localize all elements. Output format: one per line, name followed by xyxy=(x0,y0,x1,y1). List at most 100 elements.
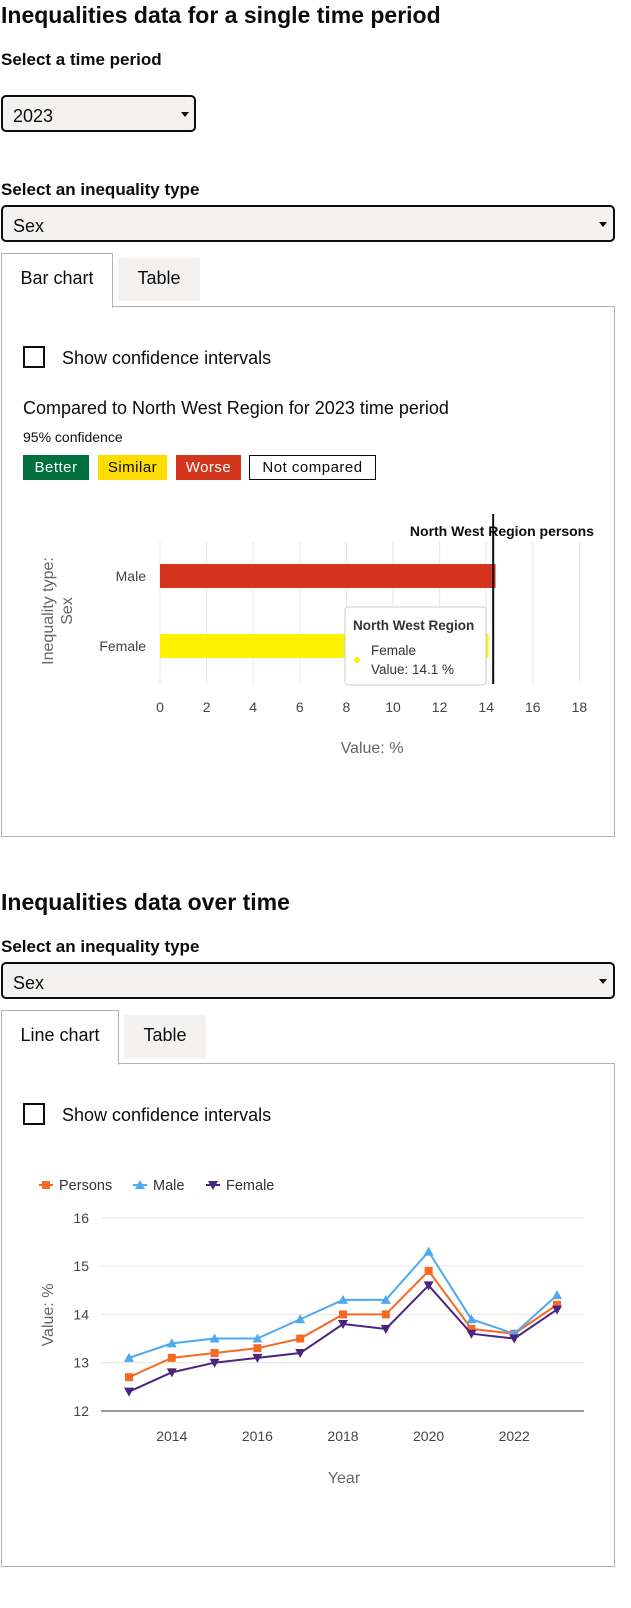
tab-line-chart-label: Line chart xyxy=(20,1025,100,1045)
data-point xyxy=(253,1344,262,1353)
legend-item-male: Male xyxy=(133,1178,184,1194)
inequality-type-value: Sex xyxy=(13,216,45,236)
data-point xyxy=(339,1310,347,1319)
x-tick-label: 16 xyxy=(525,699,541,715)
line-chart: 12 13 14 15 16 2014 2016 2018 2020 2022 Year Value:… xyxy=(39,1178,584,1487)
data-point xyxy=(295,1314,306,1324)
data-point xyxy=(338,1320,348,1330)
y-category-label: Female xyxy=(99,638,146,654)
tab-bar-chart[interactable]: Bar chart xyxy=(1,253,113,308)
legend-label: Persons xyxy=(59,1178,112,1194)
data-point xyxy=(466,1314,477,1324)
legend-label: Male xyxy=(153,1178,184,1194)
data-point xyxy=(553,1300,561,1309)
x-tick-label: 2018 xyxy=(327,1428,358,1444)
data-point xyxy=(509,1334,520,1344)
x-tick-label: 2 xyxy=(203,699,211,715)
data-point xyxy=(252,1353,263,1363)
ci-checkbox-label-2: Show confidence intervals xyxy=(62,1105,272,1125)
y-tick-label: 12 xyxy=(73,1403,89,1419)
tab-line-chart[interactable]: Line chart xyxy=(1,1010,119,1065)
y-axis-title: Inequality type: Sex xyxy=(40,557,76,665)
legend-label: Female xyxy=(226,1178,274,1194)
bar-male xyxy=(160,564,496,588)
data-point xyxy=(209,1333,220,1343)
x-axis-title: Year xyxy=(328,1470,361,1487)
inequality-type-value-2: Sex xyxy=(13,973,45,993)
tooltip-value: Value: 14.1 % xyxy=(371,662,454,677)
y-tick-label: 15 xyxy=(73,1258,89,1274)
x-tick-label: 4 xyxy=(249,699,257,715)
data-point xyxy=(467,1324,476,1333)
data-point xyxy=(423,1281,434,1291)
inequality-type-select[interactable]: Sex xyxy=(1,205,615,242)
legend-item-persons: Persons xyxy=(39,1178,112,1194)
x-tick-label: 12 xyxy=(432,699,448,715)
data-point xyxy=(124,1352,134,1362)
x-tick-label: 14 xyxy=(478,699,494,715)
data-point xyxy=(338,1294,348,1304)
data-point xyxy=(124,1387,134,1397)
data-point xyxy=(466,1329,477,1339)
x-tick-label: 8 xyxy=(343,699,351,715)
y-tick-label: 13 xyxy=(73,1355,89,1371)
tooltip-marker xyxy=(354,657,360,663)
data-point xyxy=(380,1324,391,1334)
time-period-label: Select a time period xyxy=(1,50,162,69)
chevron-down-icon xyxy=(599,222,607,227)
benchmark-label: North West Region persons xyxy=(410,523,594,539)
data-point xyxy=(552,1305,562,1315)
time-period-select[interactable]: 2023 xyxy=(1,95,196,132)
x-axis-title: Value: % xyxy=(341,740,404,757)
x-tick-label: 6 xyxy=(296,699,304,715)
series-male xyxy=(124,1246,562,1362)
tab-table[interactable]: Table xyxy=(118,258,200,301)
data-point xyxy=(552,1290,562,1300)
tab-table-2[interactable]: Table xyxy=(124,1015,206,1058)
inequality-type-label-2: Select an inequality type xyxy=(1,937,200,956)
y-category-label: Male xyxy=(116,568,147,584)
x-tick-label: 2014 xyxy=(156,1428,187,1444)
tooltip-box xyxy=(344,606,487,686)
series-line xyxy=(128,1249,558,1359)
legend-marker xyxy=(135,1180,145,1189)
x-tick-label: 18 xyxy=(572,699,588,715)
data-point xyxy=(166,1368,177,1378)
data-point xyxy=(380,1294,391,1304)
series-female xyxy=(124,1281,562,1397)
legend-item-female: Female xyxy=(206,1178,274,1194)
tab-table-label: Table xyxy=(137,268,181,288)
legend-worse-badge: Worse xyxy=(176,455,241,480)
data-point xyxy=(424,1266,433,1275)
x-tick-label: 10 xyxy=(385,699,401,715)
data-point xyxy=(296,1334,305,1343)
tooltip: North West Region Female Value: 14.1 % xyxy=(344,606,487,686)
y-tick-label: 14 xyxy=(73,1306,89,1322)
tab-bar-chart-label: Bar chart xyxy=(20,268,94,288)
ci-checkbox[interactable] xyxy=(23,346,45,368)
x-tick-label: 0 xyxy=(156,699,164,715)
section1-heading: Inequalities data for a single time peri… xyxy=(1,2,441,28)
legend-marker xyxy=(208,1181,218,1190)
time-period-value: 2023 xyxy=(13,106,54,126)
confidence-level: 95% confidence xyxy=(23,429,123,445)
data-point xyxy=(209,1358,220,1368)
y-tick-label: 16 xyxy=(73,1210,89,1226)
data-point xyxy=(423,1246,434,1256)
data-point xyxy=(252,1333,263,1343)
bar-chart-panel: Show confidence intervals Compared to No… xyxy=(1,306,615,837)
x-tick-label: 2020 xyxy=(413,1428,444,1444)
inequality-type-label: Select an inequality type xyxy=(1,180,200,199)
tooltip-title: North West Region xyxy=(353,618,474,633)
tooltip-series: Female xyxy=(371,643,416,658)
chevron-down-icon xyxy=(599,979,607,984)
data-point xyxy=(381,1310,390,1319)
inequality-type-select-2[interactable]: Sex xyxy=(1,962,615,999)
legend-not-compared-badge: Not compared xyxy=(249,455,376,480)
data-point xyxy=(210,1349,219,1358)
x-tick-label: 2016 xyxy=(242,1428,273,1444)
tab-table-2-label: Table xyxy=(143,1025,187,1045)
ci-checkbox-2[interactable] xyxy=(23,1103,45,1125)
chevron-down-icon xyxy=(181,112,189,117)
